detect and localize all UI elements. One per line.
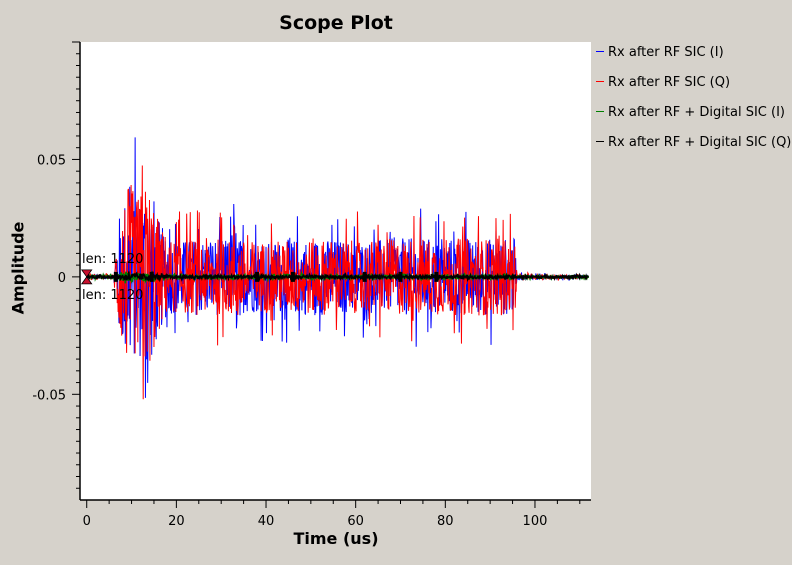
sample-marker-2	[255, 271, 260, 282]
marker-layer: len: 1120 len: 1120	[80, 252, 143, 303]
sample-marker-1	[149, 271, 154, 282]
marker-label-top: len: 1120	[82, 252, 143, 267]
sample-marker-0	[113, 271, 118, 282]
series-line-1	[86, 165, 589, 400]
x-tick-label: 40	[258, 514, 275, 529]
sample-marker-5	[398, 271, 403, 282]
x-axis-label: Time (us)	[293, 529, 379, 548]
axis-layer: 0 20 40 60 80 100 -0.05 0 0.05	[32, 41, 591, 529]
trigger-marker-top[interactable]	[80, 269, 93, 278]
x-tick-label: 60	[347, 514, 364, 529]
y-tick-label: 0.05	[37, 153, 66, 168]
legend-label: Rx after RF SIC (Q)	[608, 75, 731, 90]
legend-label: Rx after RF + Digital SIC (Q)	[608, 135, 792, 150]
legend-swatch	[596, 51, 604, 52]
series-layer	[85, 137, 590, 400]
sample-marker-6	[434, 271, 439, 282]
legend-label: Rx after RF + Digital SIC (I)	[608, 105, 785, 120]
sample-marker-4	[362, 271, 367, 282]
legend-item-digital-sic-q[interactable]: Rx after RF + Digital SIC (Q)	[594, 134, 792, 164]
legend-swatch	[596, 81, 604, 82]
chart-title: Scope Plot	[279, 12, 393, 34]
x-tick-label: 20	[168, 514, 185, 529]
y-tick-label: -0.05	[32, 388, 66, 403]
x-tick-label: 100	[523, 514, 548, 529]
legend: Rx after RF SIC (I) Rx after RF SIC (Q) …	[594, 44, 792, 164]
legend-label: Rx after RF SIC (I)	[608, 45, 724, 60]
trigger-marker-bottom[interactable]	[80, 276, 93, 285]
legend-item-rf-sic-i[interactable]: Rx after RF SIC (I)	[594, 44, 790, 74]
y-tick-label: 0	[58, 271, 66, 286]
sample-marker-3	[290, 271, 295, 282]
legend-item-rf-sic-q[interactable]: Rx after RF SIC (Q)	[594, 74, 790, 104]
legend-swatch	[596, 141, 604, 142]
x-tick-label: 80	[437, 514, 454, 529]
x-tick-label: 0	[83, 514, 91, 529]
marker-label-bottom: len: 1120	[82, 288, 143, 303]
series-line-3	[85, 271, 590, 283]
legend-swatch	[596, 111, 604, 112]
legend-item-digital-sic-i[interactable]: Rx after RF + Digital SIC (I)	[594, 104, 790, 134]
